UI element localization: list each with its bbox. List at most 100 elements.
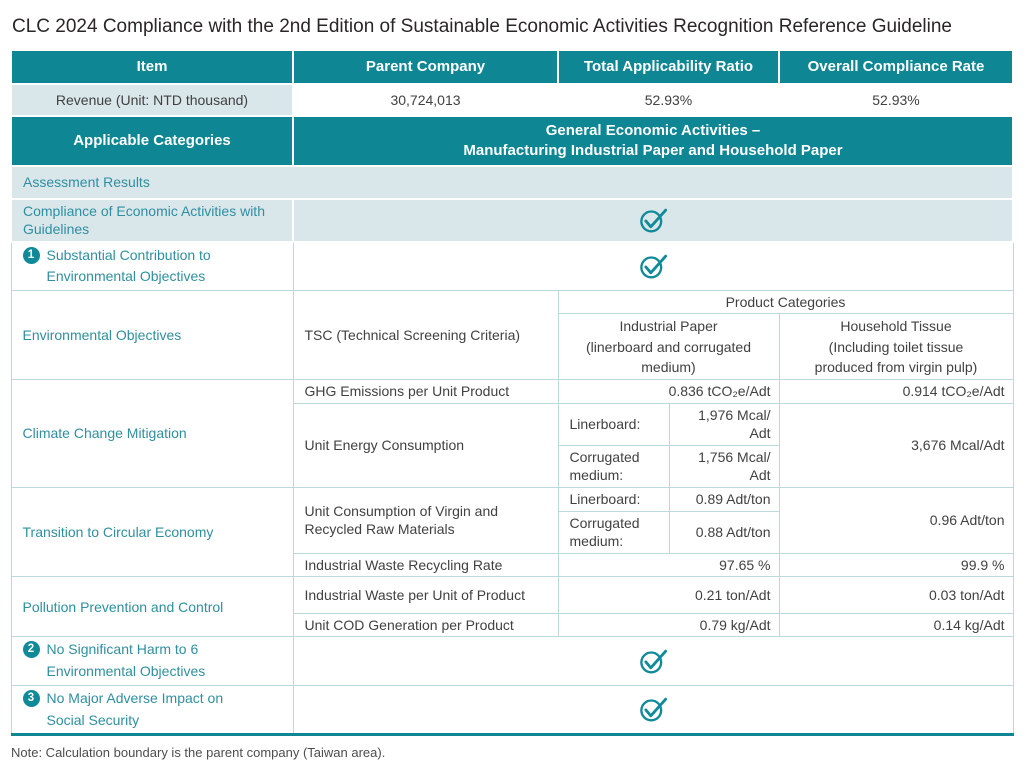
cod-household-value: 0.14 kg/Adt [778,613,1014,638]
item-1-row: 1 Substantial Contribution to Environmen… [10,241,1014,291]
product-categories-header: Product Categories [557,289,1014,315]
row-label-pollution-prevention: Pollution Prevention and Control [10,576,294,638]
recycling-label: Industrial Waste Recycling Rate [292,552,559,578]
energy-corrugated-value-line-2: Adt [749,467,771,484]
guidelines-compliance-check-cell [292,197,1014,243]
waste-row: Pollution Prevention and Control Industr… [10,576,1014,638]
waste-label: Industrial Waste per Unit of Product [292,576,559,615]
revenue-row: Revenue (Unit: NTD thousand) 30,724,013 … [10,83,1014,117]
number-2-badge: 2 [22,641,40,659]
item-2-label: 2 No Significant Harm to 6 Environmental… [16,639,285,682]
check-icon [639,254,667,279]
col-header-total-applicability-ratio: Total Applicability Ratio [557,49,780,85]
item-2-row: 2 No Significant Harm to 6 Environmental… [10,636,1014,686]
revenue-applicability-value: 52.93% [557,83,780,117]
col-header-item: Item [10,49,294,85]
item-2-line-2: Environmental Objectives [46,663,206,680]
applicable-categories-row: Applicable Categories General Economic A… [10,115,1014,167]
footnote: Note: Calculation boundary is the parent… [11,745,386,760]
recycling-industrial-value: 97.65 % [557,552,780,578]
energy-household-value: 3,676 Mcal/Adt [778,402,1014,488]
household-tissue-line-3: produced from virgin pulp) [814,358,978,375]
household-tissue-line-2: (Including toilet tissue [828,338,964,355]
guidelines-compliance-row: Compliance of Economic Activities with G… [10,197,1014,243]
number-1-badge: 1 [22,246,40,264]
revenue-compliance-value: 52.93% [778,83,1014,117]
household-tissue-line-1: Household Tissue [840,318,952,335]
item-3-check-cell [292,684,1014,737]
ghg-industrial-value: 0.836 tCO₂e/Adt [557,379,780,404]
guidelines-compliance-label: Compliance of Economic Activities with G… [10,197,294,243]
ghg-household-value: 0.914 tCO₂e/Adt [778,379,1014,404]
ghg-row: Climate Change Mitigation GHG Emissions … [10,379,1014,488]
item-3-text: No Major Adverse Impact on Social Securi… [47,688,224,731]
general-economic-activities-cell: General Economic Activities – Manufactur… [292,115,1014,167]
product-categories-row: Environmental Objectives TSC (Technical … [10,289,1014,381]
activities-line-2: Manufacturing Industrial Paper and House… [463,141,843,159]
item-1-text: Substantial Contribution to Environmenta… [47,245,211,288]
revenue-parent-company-value: 30,724,013 [292,83,559,117]
energy-corrugated-value: 1,756 Mcal/ Adt [668,444,780,488]
industrial-paper-line-2: (linerboard and corrugated [586,338,751,355]
energy-corrugated-label: Corrugated medium: [557,444,670,488]
applicable-categories-label: Applicable Categories [10,115,294,167]
item-2-text: No Significant Harm to 6 Environmental O… [47,639,206,682]
compliance-table: Item Parent Company Total Applicability … [10,49,1014,737]
energy-linerboard-value: 1,976 Mcal/ Adt [668,402,780,446]
item-3-row: 3 No Major Adverse Impact on Social Secu… [10,684,1014,737]
row-label-environmental-objectives: Environmental Objectives [10,289,294,381]
check-icon [639,697,667,722]
household-tissue-header: Household Tissue (Including toilet tissu… [778,313,1014,381]
table-header-row: Item Parent Company Total Applicability … [10,49,1014,85]
cod-label: Unit COD Generation per Product [292,613,559,638]
raw-linerboard-label: Linerboard: [557,486,670,512]
raw-corrugated-value: 0.88 Adt/ton [668,510,780,554]
energy-linerboard-value-line-1: 1,976 Mcal/ [698,406,771,423]
item-3-line-1: No Major Adverse Impact on [46,689,224,706]
item-2-label-cell: 2 No Significant Harm to 6 Environmental… [10,636,294,686]
item-1-check-cell [292,241,1014,291]
product-names-row: Industrial Paper (linerboard and corruga… [11,313,1014,381]
assessment-results-row: Assessment Results [10,164,1014,200]
raw-corrugated-label: Corrugated medium: [557,510,670,554]
cod-industrial-value: 0.79 kg/Adt [557,613,780,638]
raw-corrugated-row: Corrugated medium: 0.88 Adt/ton [11,510,1013,554]
raw-household-value: 0.96 Adt/ton [778,486,1014,554]
item-3-label: 3 No Major Adverse Impact on Social Secu… [16,688,285,731]
check-icon [639,208,667,233]
ghg-label: GHG Emissions per Unit Product [292,379,559,404]
energy-label: Unit Energy Consumption [292,402,559,488]
energy-linerboard-label: Linerboard: [557,402,670,446]
row-label-transition-circular-economy: Transition to Circular Economy [10,486,294,578]
item-1-label: 1 Substantial Contribution to Environmen… [16,245,285,288]
recycling-household-value: 99.9 % [778,552,1014,578]
revenue-label: Revenue (Unit: NTD thousand) [10,83,294,117]
energy-linerboard-row: Unit Energy Consumption Linerboard: 1,97… [11,402,1014,488]
tsc-label: TSC (Technical Screening Criteria) [292,289,559,381]
energy-linerboard-value-line-2: Adt [749,425,771,442]
energy-corrugated-row: Corrugated medium: 1,756 Mcal/ Adt [11,444,1013,488]
item-3-line-2: Social Security [46,711,140,728]
item-2-line-1: No Significant Harm to 6 [46,641,199,658]
number-3-badge: 3 [22,689,40,707]
page-title: CLC 2024 Compliance with the 2nd Edition… [12,16,952,37]
item-3-label-cell: 3 No Major Adverse Impact on Social Secu… [10,684,294,737]
row-label-climate-change-mitigation: Climate Change Mitigation [10,379,294,488]
col-header-parent-company: Parent Company [292,49,559,85]
cod-row: Unit COD Generation per Product 0.79 kg/… [11,613,1014,638]
raw-linerboard-row: Transition to Circular Economy Unit Cons… [10,486,1014,578]
item-1-label-cell: 1 Substantial Contribution to Environmen… [10,241,294,291]
col-header-overall-compliance-rate: Overall Compliance Rate [778,49,1014,85]
recycling-row: Industrial Waste Recycling Rate 97.65 % … [11,552,1014,578]
assessment-results-label: Assessment Results [10,164,1014,200]
industrial-paper-line-1: Industrial Paper [619,318,718,335]
waste-household-value: 0.03 ton/Adt [778,576,1014,615]
activities-line-1: General Economic Activities – [545,122,761,139]
item-1-line-2: Environmental Objectives [46,268,206,285]
industrial-paper-header: Industrial Paper (linerboard and corruga… [557,313,780,381]
item-1-line-1: Substantial Contribution to [46,246,211,263]
industrial-paper-line-3: medium) [641,358,696,375]
energy-corrugated-value-line-1: 1,756 Mcal/ [698,448,771,465]
raw-linerboard-value: 0.89 Adt/ton [668,486,780,512]
